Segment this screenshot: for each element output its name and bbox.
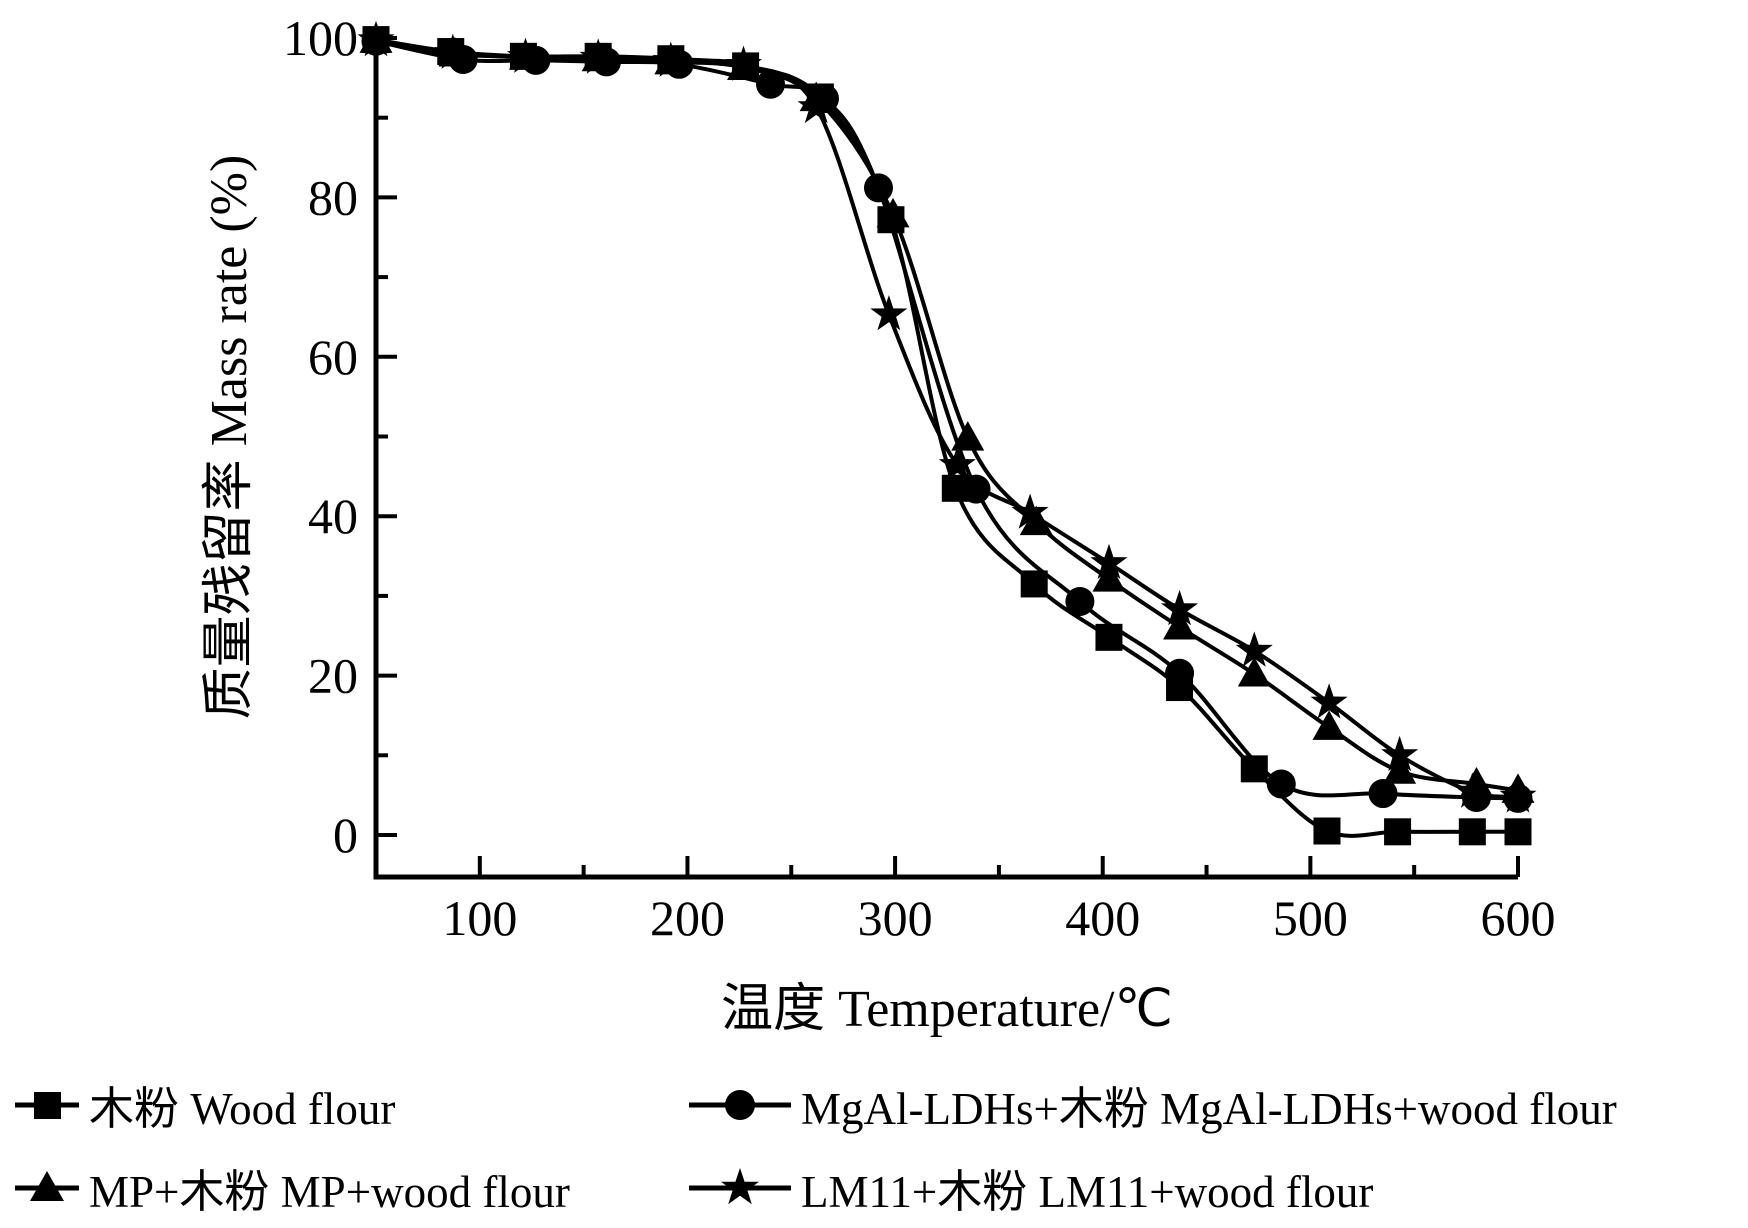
x-tick-label: 300 xyxy=(858,890,933,946)
star-marker xyxy=(938,445,976,481)
legend-marker-circle-icon xyxy=(689,1089,791,1120)
circle-marker xyxy=(1368,779,1398,809)
circle-marker xyxy=(1266,769,1296,799)
x-tick-label: 500 xyxy=(1273,890,1348,946)
y-tick-label: 100 xyxy=(283,10,358,66)
circle-marker xyxy=(1165,658,1195,688)
series-line xyxy=(375,39,1519,801)
y-tick-label: 80 xyxy=(308,169,358,225)
x-axis: 100 200 300 400 500 600 xyxy=(442,856,1556,946)
y-tick-label: 20 xyxy=(308,648,358,704)
legend-marker-square-icon xyxy=(15,1091,79,1119)
star-marker xyxy=(797,87,835,124)
circle-marker xyxy=(961,474,991,504)
legend-label: LM11+木粉 LM11+wood flour xyxy=(801,1167,1374,1217)
square-marker xyxy=(1384,818,1412,846)
square-marker xyxy=(1313,817,1341,845)
x-tick-label: 600 xyxy=(1481,890,1556,946)
y-axis-label: 质量残留率 Mass rate (%) xyxy=(201,154,258,720)
series-circle xyxy=(361,26,1533,813)
square-marker xyxy=(1020,570,1048,598)
star-marker xyxy=(1499,777,1537,813)
axis-spines xyxy=(373,38,1518,880)
triangle-marker xyxy=(1163,609,1197,640)
legend-item-mgal-ldhs: MgAl-LDHs+木粉 MgAl-LDHs+wood flour xyxy=(688,1072,1617,1137)
legend-marker-star-icon xyxy=(689,1167,791,1204)
square-marker xyxy=(1458,818,1486,846)
legend-label: MgAl-LDHs+木粉 MgAl-LDHs+wood flour xyxy=(801,1084,1617,1134)
star-marker xyxy=(357,20,395,57)
y-tick-label: 0 xyxy=(333,807,358,863)
star-marker xyxy=(434,33,472,69)
star-marker xyxy=(1235,631,1273,667)
y-tick-label: 40 xyxy=(308,488,358,544)
legend-label: MP+木粉 MP+wood flour xyxy=(89,1167,570,1217)
legend-label: 木粉 Wood flour xyxy=(89,1084,396,1134)
triangle-marker xyxy=(1237,657,1271,687)
star-marker xyxy=(725,45,763,81)
star-marker xyxy=(579,38,617,74)
circle-marker xyxy=(1065,586,1095,616)
legend-item-lm11: LM11+木粉 LM11+wood flour xyxy=(688,1155,1373,1220)
square-marker xyxy=(1504,818,1532,846)
star-marker xyxy=(1310,683,1348,719)
star-marker xyxy=(1453,772,1491,808)
series-star xyxy=(357,20,1537,813)
star-marker xyxy=(1161,589,1199,626)
triangle-marker xyxy=(1092,562,1126,592)
legend-marker-triangle-icon xyxy=(15,1170,79,1201)
star-marker xyxy=(1011,493,1049,529)
x-tick-label: 400 xyxy=(1065,890,1140,946)
star-marker xyxy=(507,37,544,73)
star-marker xyxy=(652,41,690,77)
legend-item-mp: MP+木粉 MP+wood flour xyxy=(14,1155,570,1220)
x-tick-label: 100 xyxy=(442,890,517,946)
y-axis: 0 20 40 60 80 100 xyxy=(283,10,397,863)
star-marker xyxy=(1090,543,1128,579)
star-marker xyxy=(1381,735,1419,772)
triangle-marker xyxy=(1312,710,1346,740)
x-tick-label: 200 xyxy=(650,890,725,946)
triangle-marker xyxy=(951,421,985,451)
x-axis-label: 温度 Temperature/℃ xyxy=(721,981,1173,1038)
legend-item-wood-flour: 木粉 Wood flour xyxy=(14,1072,395,1137)
y-tick-label: 60 xyxy=(308,329,358,385)
star-marker xyxy=(870,295,908,331)
triangle-marker xyxy=(876,197,910,228)
triangle-marker xyxy=(1383,754,1417,784)
